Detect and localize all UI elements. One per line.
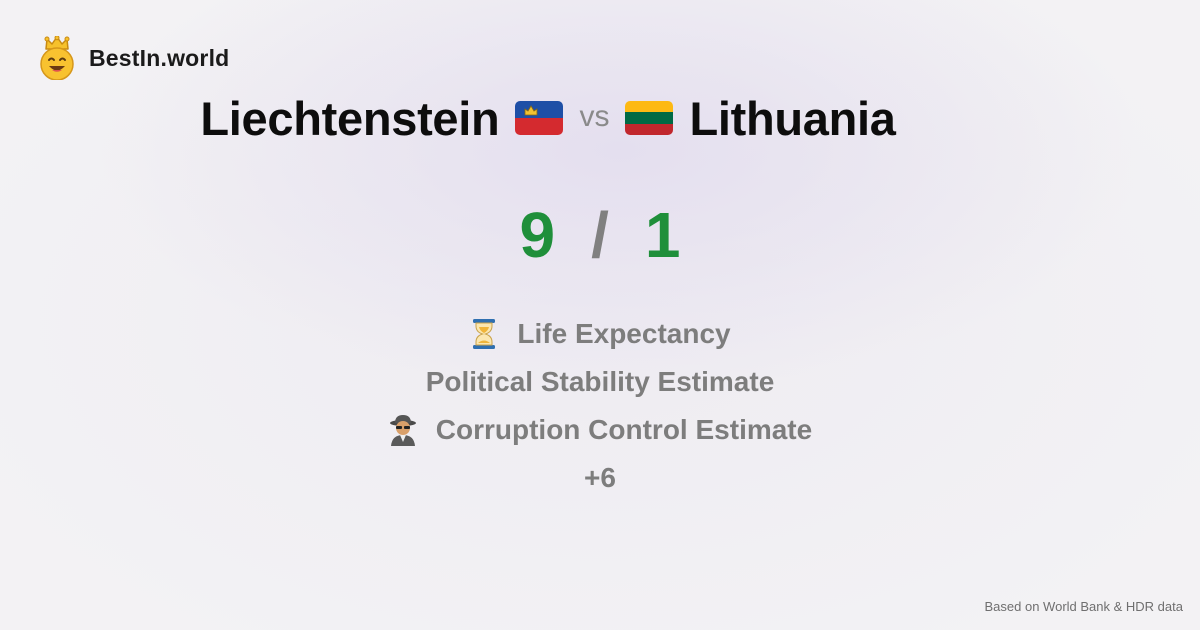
brand-name: BestIn.world bbox=[89, 44, 230, 71]
metric-item: Corruption Control Estimate bbox=[0, 406, 1200, 454]
score: 9 / 1 bbox=[0, 195, 1200, 275]
lithuania-flag-icon bbox=[625, 101, 674, 135]
right-country-name[interactable]: Lithuania bbox=[689, 91, 896, 145]
metric-label: Political Stability Estimate bbox=[425, 366, 775, 397]
matchup-title: Liechtenstein vs Lithuania bbox=[0, 88, 1096, 148]
vs-label: vs bbox=[579, 100, 610, 133]
brand[interactable]: BestIn.world bbox=[38, 36, 229, 80]
score-separator: / bbox=[591, 199, 609, 271]
more-metrics-count: +6 bbox=[584, 462, 616, 493]
liechtenstein-flag-icon bbox=[515, 101, 564, 135]
metric-item: Political Stability Estimate bbox=[0, 358, 1200, 406]
left-score: 9 bbox=[519, 199, 556, 271]
data-source-note: Based on World Bank & HDR data bbox=[984, 599, 1183, 614]
metric-label: Life Expectancy bbox=[517, 318, 731, 349]
right-score: 1 bbox=[644, 199, 681, 271]
left-country-name[interactable]: Liechtenstein bbox=[200, 91, 500, 145]
hourglass-icon bbox=[473, 319, 496, 349]
metric-item: Life Expectancy bbox=[0, 310, 1200, 358]
detective-icon bbox=[389, 415, 416, 446]
crowned-smiley-icon bbox=[40, 36, 74, 80]
metric-label: Corruption Control Estimate bbox=[435, 414, 813, 445]
metric-list: Life Expectancy Political Stability Esti… bbox=[0, 310, 1200, 502]
